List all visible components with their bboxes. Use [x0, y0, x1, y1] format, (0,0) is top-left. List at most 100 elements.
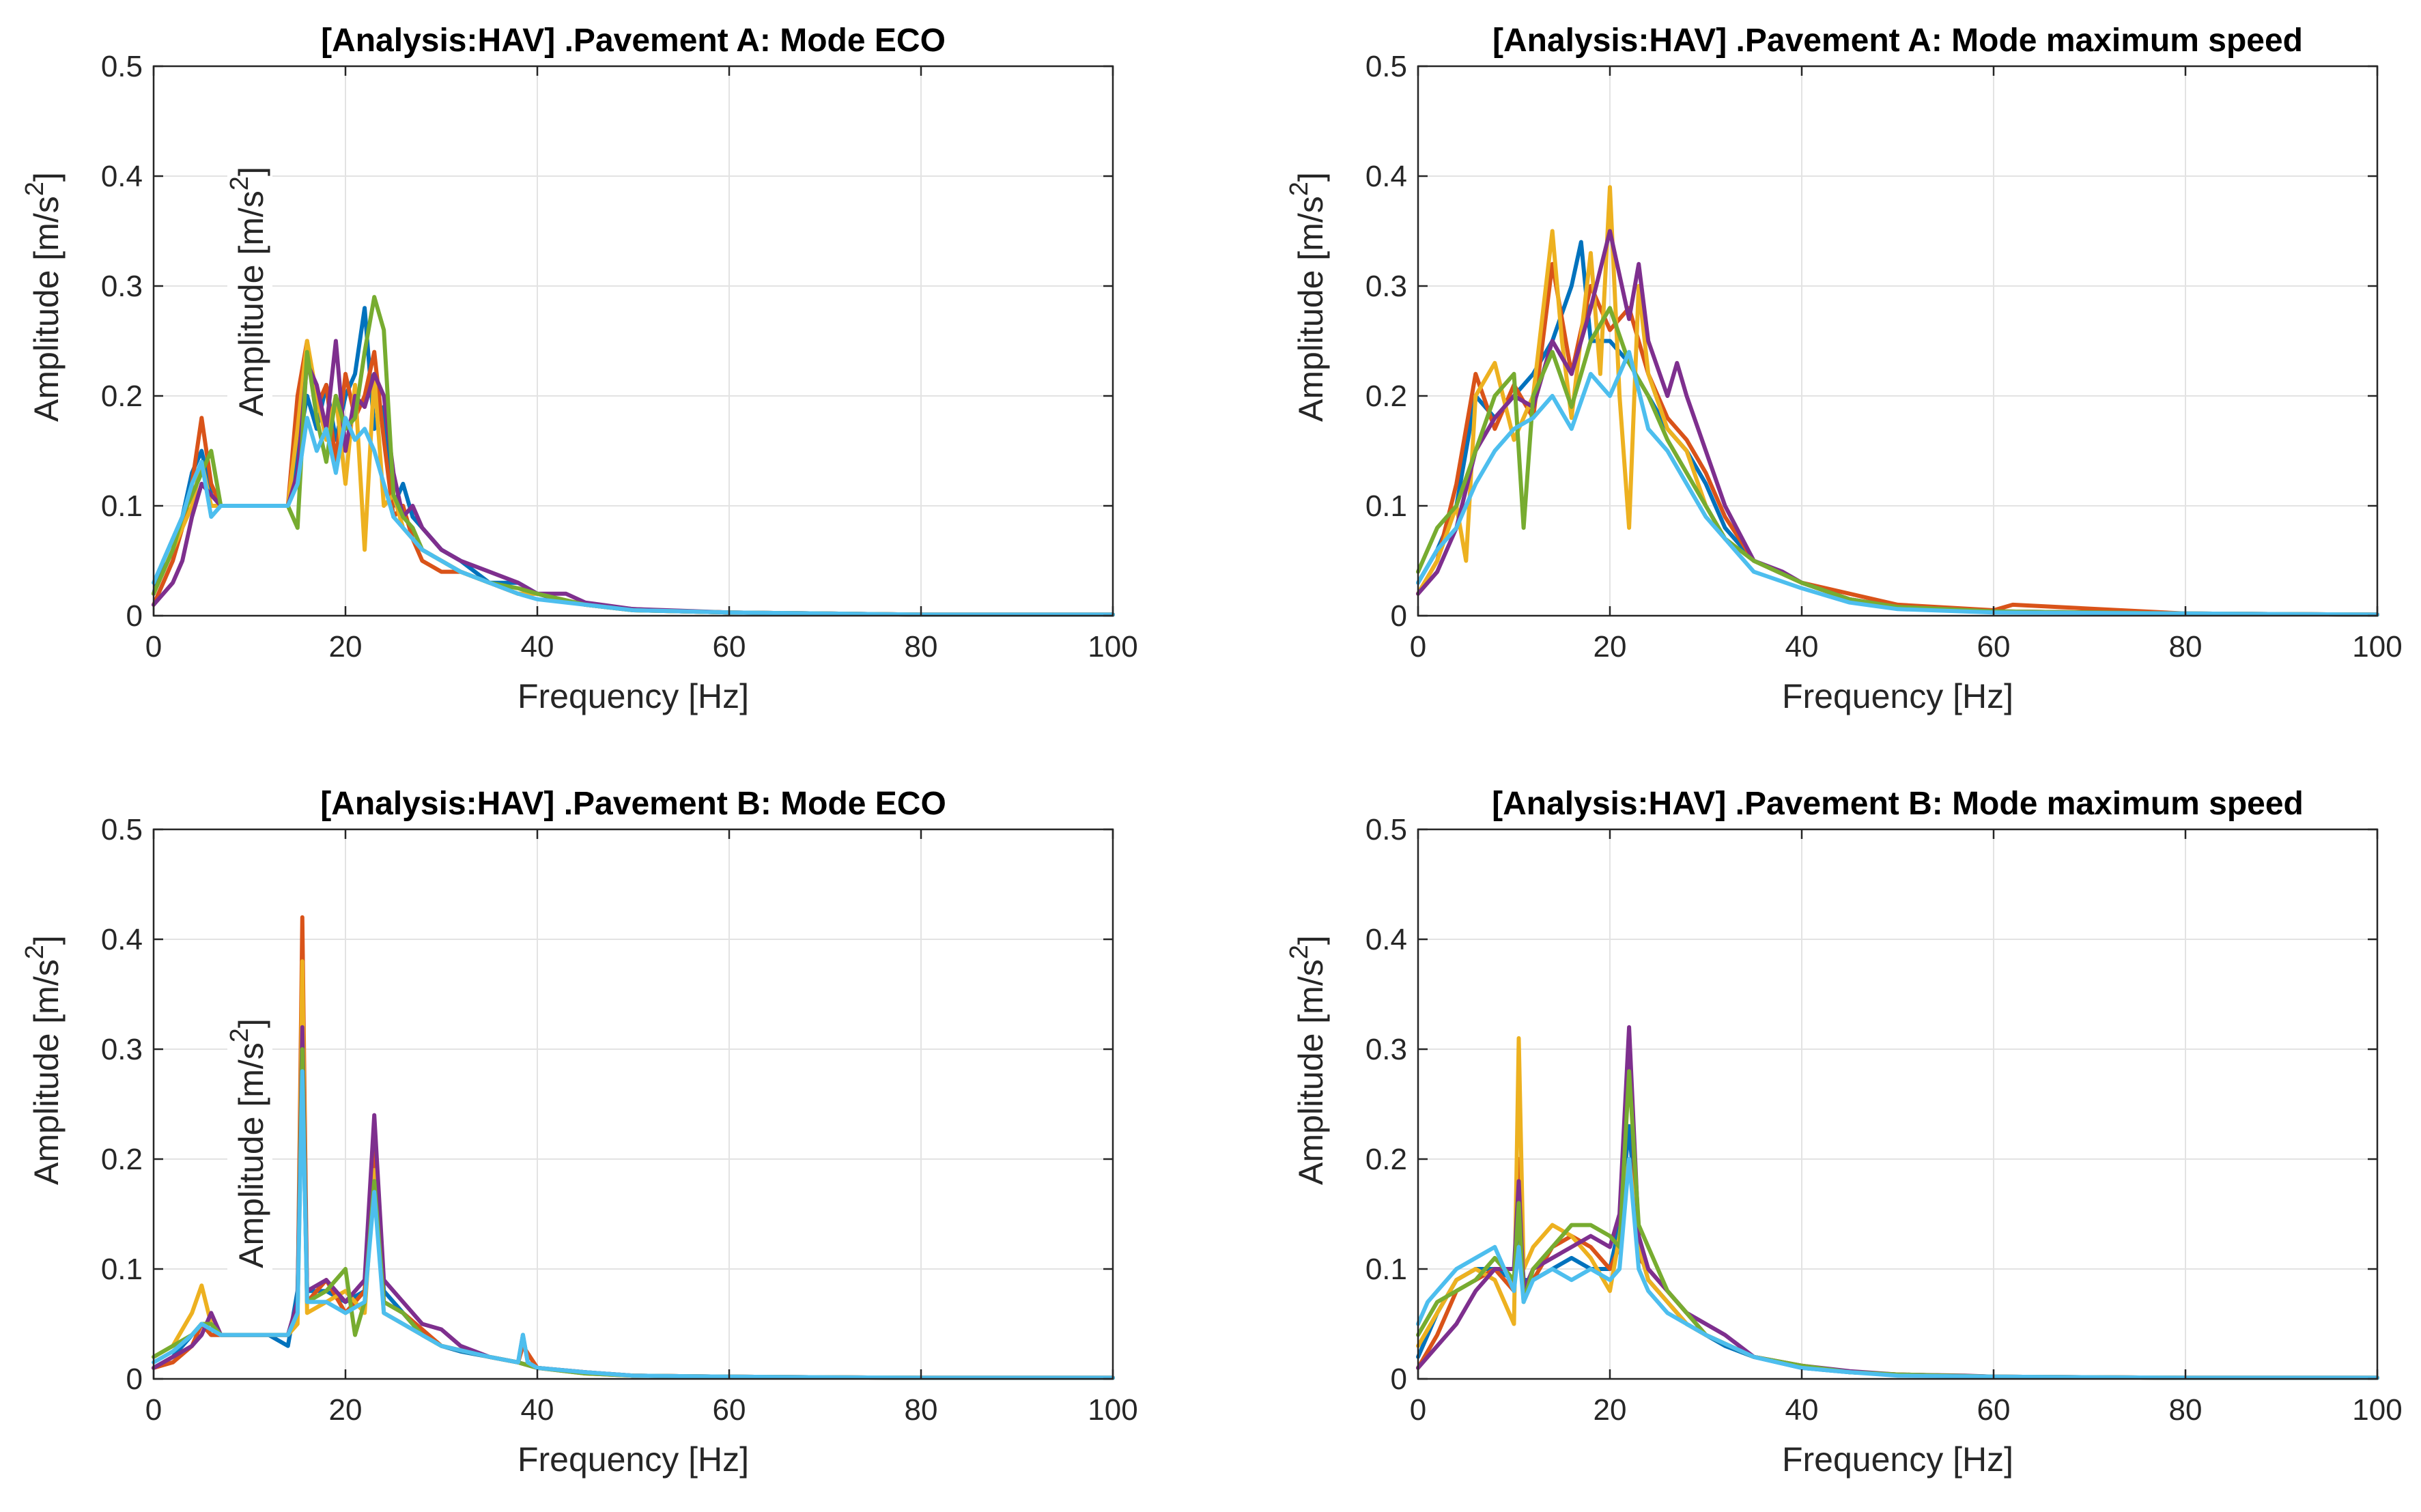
x-tick-label: 60 — [1977, 1393, 2011, 1427]
chart-title: [Analysis:HAV] .Pavement A: Mode ECO — [321, 23, 946, 59]
overlap-y-label-text: Amplitude [m/s2] — [225, 1018, 270, 1268]
series-line-6 — [152, 1069, 1115, 1380]
plot-area — [1418, 829, 2377, 1379]
overlap-y-label: Amplitude [m/s2] — [225, 980, 272, 1300]
x-tick-label: 60 — [1977, 630, 2011, 664]
y-axis-label-exponent: 2 — [20, 182, 49, 196]
chart-a-eco: 0 20 40 60 80 100 0 0.1 0.2 0.3 0.4 0.5 [Analysis:HA… — [20, 23, 1138, 715]
y-tick-label: 0 — [126, 599, 143, 633]
y-axis-label-text: Amplitude [m/s2] — [20, 935, 66, 1185]
x-tick-label: 80 — [2169, 630, 2203, 664]
y-axis-label-exponent: 2 — [20, 945, 49, 959]
y-tick-label: 0.1 — [101, 489, 143, 523]
overlap-y-label-close: ] — [232, 1018, 270, 1028]
x-tick-label: 20 — [1594, 630, 1627, 664]
y-axis-label: Amplitude [m/s2] — [20, 172, 66, 422]
y-tick-label: 0.5 — [1365, 813, 1407, 846]
y-axis-label-close: ] — [1292, 172, 1330, 182]
y-axis-label-text: Amplitude [m/s2] — [1285, 935, 1330, 1185]
y-tick-label: 0.2 — [101, 380, 143, 413]
x-tick-label: 80 — [2169, 1393, 2203, 1427]
y-tick-label: 0 — [126, 1363, 143, 1396]
axes-box — [152, 65, 1114, 617]
y-axis-label: Amplitude [m/s2] — [1285, 172, 1330, 422]
overlap-y-label-text: Amplitude [m/s2] — [225, 167, 270, 416]
y-axis-label-text: Amplitude [m/s2] — [1285, 172, 1330, 422]
x-tick-label: 0 — [145, 1393, 162, 1427]
y-tick-label: 0.5 — [1365, 50, 1407, 83]
x-tick-label: 80 — [905, 1393, 938, 1427]
x-tick-label: 20 — [329, 630, 363, 664]
y-axis-label-close: ] — [27, 935, 66, 945]
x-tick-label: 40 — [521, 630, 554, 664]
overlap-y-label-backing — [227, 128, 272, 448]
y-axis-label: Amplitude [m/s2] — [20, 935, 66, 1185]
y-tick-label: 0.4 — [1365, 160, 1407, 193]
x-tick-label: 60 — [713, 630, 746, 664]
x-tick-label: 0 — [1410, 630, 1426, 664]
plot-area — [154, 66, 1113, 616]
axes-box — [152, 828, 1114, 1380]
y-tick-label: 0.4 — [101, 160, 143, 193]
y-tick-label: 0.3 — [101, 270, 143, 303]
series-group — [152, 915, 1115, 1380]
x-tick-label: 20 — [1594, 1393, 1627, 1427]
chart-b-max: 0 20 40 60 80 100 0 0.1 0.2 0.3 0.4 0.5 [Analysis:HA… — [1285, 786, 2403, 1479]
x-tick-label: 100 — [2352, 1393, 2402, 1427]
series-line-6 — [1416, 1157, 2379, 1380]
chart-title: [Analysis:HAV] .Pavement B: Mode maximum… — [1492, 786, 2304, 822]
y-tick-label: 0.4 — [101, 923, 143, 956]
x-tick-label: 0 — [1410, 1393, 1426, 1427]
y-tick-label: 0.5 — [101, 813, 143, 846]
y-axis-label: Amplitude [m/s2] — [1285, 935, 1330, 1185]
y-tick-label: 0.2 — [1365, 380, 1407, 413]
y-tick-label: 0.5 — [101, 50, 143, 83]
series-line-6 — [1416, 350, 2379, 617]
overlap-y-label-exponent: 2 — [225, 1028, 254, 1042]
x-tick-label: 40 — [1785, 1393, 1819, 1427]
y-tick-label: 0.1 — [1365, 489, 1407, 523]
y-axis-label-main: Amplitude [m/s — [27, 196, 66, 422]
y-axis-label-main: Amplitude [m/s — [1292, 196, 1330, 422]
axes-box — [1417, 65, 2379, 617]
y-axis-label-text: Amplitude [m/s2] — [20, 172, 66, 422]
overlap-y-label-main: Amplitude [m/s — [232, 190, 270, 416]
chart-title: [Analysis:HAV] .Pavement B: Mode ECO — [320, 786, 946, 822]
overlap-y-label-main: Amplitude [m/s — [232, 1042, 270, 1268]
y-tick-label: 0.3 — [101, 1033, 143, 1066]
overlap-y-label-exponent: 2 — [225, 176, 254, 190]
x-tick-label: 100 — [1088, 630, 1137, 664]
series-group — [152, 295, 1115, 617]
x-tick-label: 40 — [521, 1393, 554, 1427]
chart-title: [Analysis:HAV] .Pavement A: Mode maximum… — [1492, 23, 2303, 59]
y-axis-label-close: ] — [1292, 935, 1330, 945]
y-axis-label-main: Amplitude [m/s — [27, 959, 66, 1185]
y-tick-label: 0 — [1391, 599, 1407, 633]
series-line-6 — [152, 416, 1115, 617]
x-axis-label: Frequency [Hz] — [1782, 677, 2013, 715]
y-tick-label: 0.2 — [1365, 1143, 1407, 1176]
series-line-2 — [1416, 261, 2379, 617]
x-axis-label: Frequency [Hz] — [1782, 1440, 2013, 1479]
x-axis-label: Frequency [Hz] — [518, 1440, 749, 1479]
y-axis-label-main: Amplitude [m/s — [1292, 959, 1330, 1185]
y-axis-label-exponent: 2 — [1285, 182, 1314, 196]
y-axis-label-exponent: 2 — [1285, 945, 1314, 959]
x-tick-label: 60 — [713, 1393, 746, 1427]
chart-b-eco: 0 20 40 60 80 100 0 0.1 0.2 0.3 0.4 0.5 [Analysis:HA… — [20, 786, 1138, 1479]
y-axis-label-close: ] — [27, 172, 66, 182]
x-tick-label: 80 — [905, 630, 938, 664]
x-tick-label: 40 — [1785, 630, 1819, 664]
series-line-5 — [152, 295, 1115, 617]
x-tick-label: 100 — [2352, 630, 2402, 664]
y-tick-label: 0.3 — [1365, 1033, 1407, 1066]
overlap-y-label-backing — [227, 980, 272, 1300]
y-tick-label: 0 — [1391, 1363, 1407, 1396]
x-tick-label: 0 — [145, 630, 162, 664]
y-tick-label: 0.2 — [101, 1143, 143, 1176]
y-tick-label: 0.1 — [101, 1253, 143, 1286]
y-tick-label: 0.4 — [1365, 923, 1407, 956]
series-group — [1416, 185, 2379, 617]
y-tick-label: 0.3 — [1365, 270, 1407, 303]
